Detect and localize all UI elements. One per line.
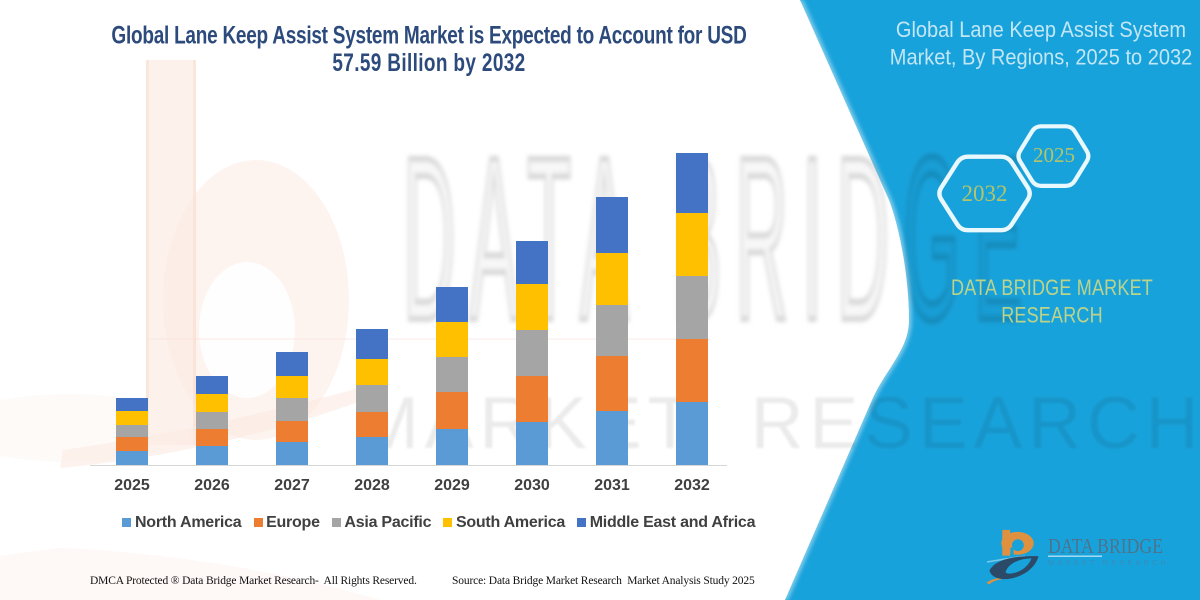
svg-text:DATA BRIDGE: DATA BRIDGE xyxy=(1048,534,1163,558)
svg-text:MARKET RESEARCH: MARKET RESEARCH xyxy=(1048,560,1169,567)
